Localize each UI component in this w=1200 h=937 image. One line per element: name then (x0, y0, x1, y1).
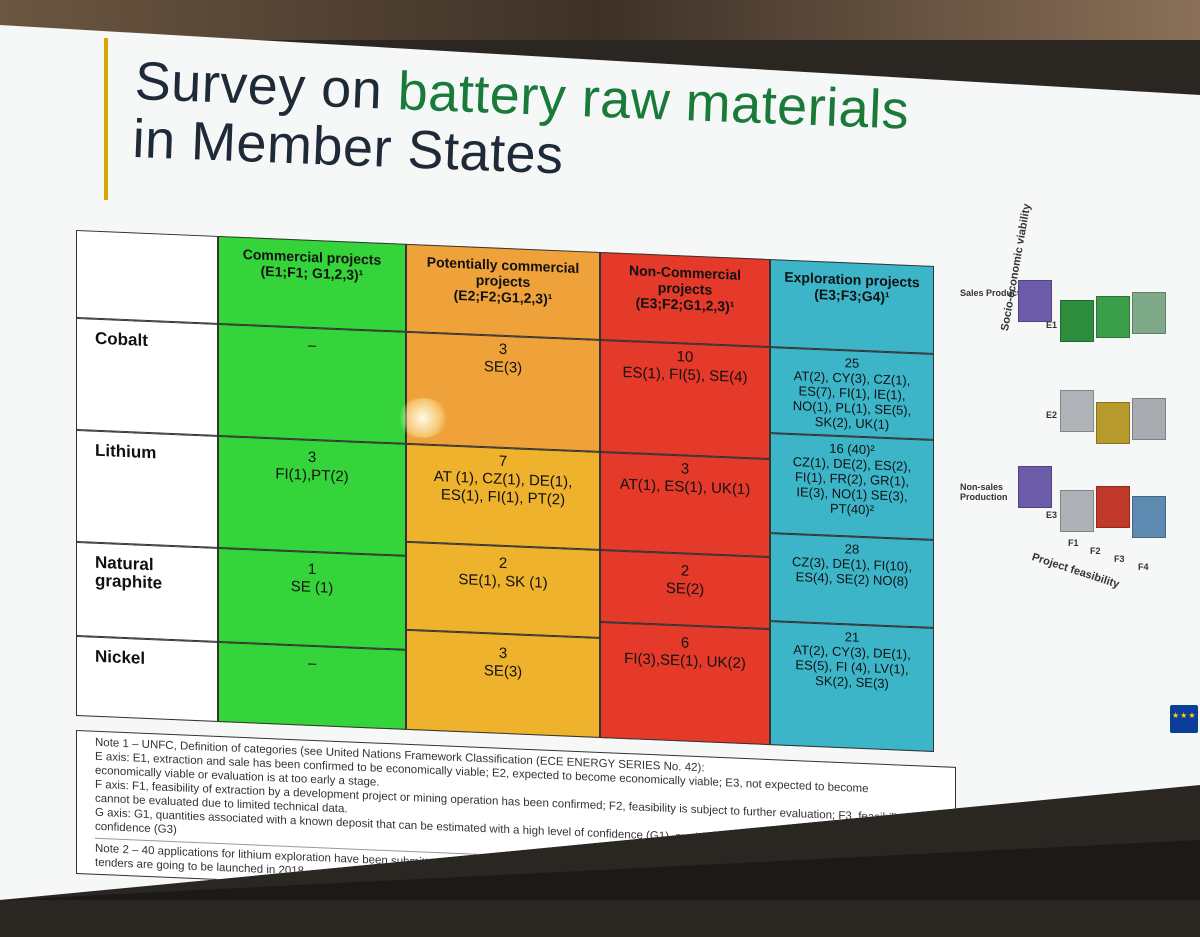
cell-detail: CZ(3), DE(1), FI(10), ES(4), SE(2) NO(8) (792, 554, 912, 589)
cell-lithium-noncommercial: 3 AT(1), ES(1), UK(1) (600, 451, 770, 558)
cell-count: – (307, 336, 317, 355)
row-label-lithium: Lithium (76, 430, 218, 548)
cube-e3f2 (1096, 486, 1130, 528)
cube-e1f2 (1096, 296, 1130, 338)
e3-label: E3 (1046, 510, 1058, 520)
cell-nickel-noncommercial: 6 FI(3),SE(1), UK(2) (600, 621, 770, 746)
row-label-nickel: Nickel (76, 636, 218, 722)
cell-cobalt-commercial: – (218, 323, 406, 444)
cell-lithium-potential: 7 AT (1), CZ(1), DE(1), ES(1), FI(1), PT… (406, 443, 600, 550)
f4-label: F4 (1138, 562, 1149, 572)
cell-nickel-commercial: – (218, 641, 406, 730)
cell-cobalt-noncommercial: 10 ES(1), FI(5), SE(4) (600, 339, 770, 460)
header-commercial: Commercial projects (E1;F1; G1,2,3)¹ (218, 235, 406, 332)
room-background (0, 0, 1200, 40)
light-glare (398, 398, 448, 438)
sales-production-label: Sales Production (960, 288, 1034, 298)
cell-graphite-commercial: 1 SE (1) (218, 547, 406, 650)
cube-e1f3 (1132, 292, 1166, 334)
title-accent-bar (104, 38, 108, 200)
nonsales-production-label: Non-sales Production (960, 482, 1008, 502)
e2-label: E2 (1046, 410, 1058, 420)
cell-nickel-potential: 3 SE(3) (406, 629, 600, 738)
eu-flag-icon (1170, 705, 1198, 733)
x-axis-label: Project feasibility (1030, 551, 1121, 591)
row-label-natural-graphite: Natural graphite (76, 542, 218, 642)
header-non-commercial: Non-Commercial projects (E3;F2;G1,2,3)¹ (600, 251, 770, 348)
unfc-cube-diagram: Sales Production Non-sales Production So… (960, 203, 1190, 610)
cube-nonsales (1018, 466, 1052, 508)
cell-graphite-potential: 2 SE(1), SK (1) (406, 541, 600, 638)
cell-cobalt-exploration: 25 AT(2), CY(3), CZ(1), ES(7), FI(1), IE… (770, 347, 934, 440)
cube-e2f2 (1096, 402, 1130, 444)
cell-lithium-exploration: 16 (40)² CZ(1), DE(2), ES(2), FI(1), FR(… (770, 433, 934, 540)
e1-label: E1 (1046, 320, 1058, 330)
cube-e1f1 (1060, 300, 1094, 342)
f2-label: F2 (1090, 546, 1101, 556)
cube-e3f3 (1132, 496, 1166, 538)
f1-label: F1 (1068, 538, 1079, 548)
cube-e3f1 (1060, 490, 1094, 532)
cell-nickel-exploration: 21 AT(2), CY(3), DE(1), ES(5), FI (4), L… (770, 621, 934, 752)
row-label-cobalt: Cobalt (76, 318, 218, 436)
cell-graphite-noncommercial: 2 SE(2) (600, 549, 770, 630)
cell-count: – (307, 654, 317, 673)
cell-detail: AT(2), CY(3), CZ(1), ES(7), FI(1), IE(1)… (792, 368, 912, 433)
cell-graphite-exploration: 28 CZ(3), DE(1), FI(10), ES(4), SE(2) NO… (770, 533, 934, 628)
slide-title: Survey on battery raw materials in Membe… (132, 51, 976, 200)
f3-label: F3 (1114, 554, 1125, 564)
header-exploration: Exploration projects (E3;F3;G4)¹ (770, 259, 934, 354)
cell-detail: AT(2), CY(3), DE(1), ES(5), FI (4), LV(1… (793, 642, 911, 692)
cell-lithium-commercial: 3 FI(1),PT(2) (218, 435, 406, 556)
cube-sales (1018, 280, 1052, 322)
header-corner (76, 230, 218, 324)
survey-table: Commercial projects (E1;F1; G1,2,3)¹ Pot… (76, 230, 956, 900)
cell-detail: AT (1), CZ(1), DE(1), ES(1), FI(1), PT(2… (433, 467, 573, 509)
presentation-screen: Survey on battery raw materials in Membe… (0, 0, 1200, 900)
cell-detail: CZ(1), DE(2), ES(2), FI(1), FR(2), GR(1)… (792, 454, 912, 518)
header-potentially-commercial: Potentially commercial projects (E2;F2;G… (406, 243, 600, 340)
cube-e2f3 (1132, 398, 1166, 440)
cube-e2f1 (1060, 390, 1094, 432)
